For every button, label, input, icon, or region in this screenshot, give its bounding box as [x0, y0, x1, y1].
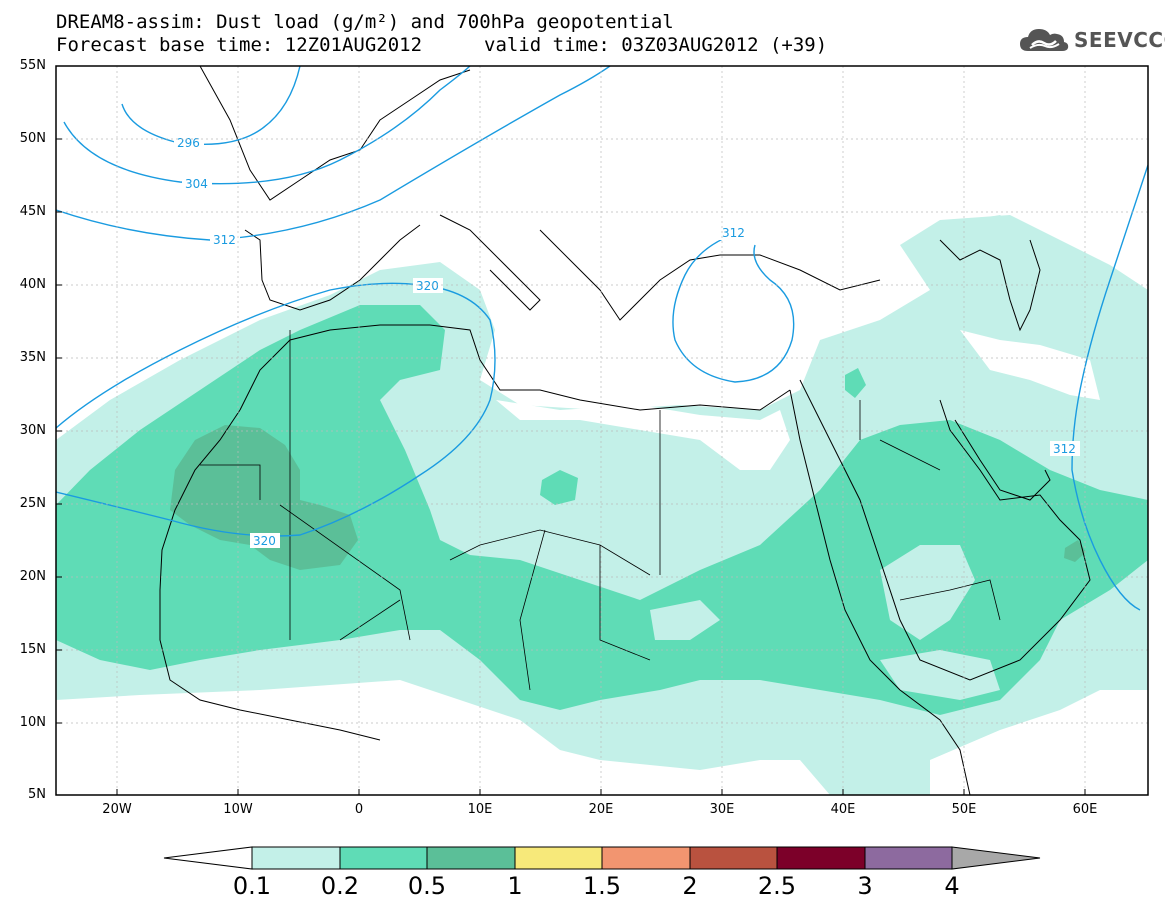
lat-label: 40N	[19, 277, 46, 292]
colorbar-swatch	[251, 846, 341, 870]
colorbar-swatch	[776, 846, 866, 870]
lat-label: 20N	[19, 569, 46, 584]
lon-label: 60E	[1072, 802, 1098, 817]
geopotential-contours	[56, 66, 1148, 611]
dust-gap-2	[960, 330, 1100, 400]
lon-label: 0	[354, 802, 364, 817]
contour-312-east	[1071, 164, 1148, 611]
map-title: DREAM8-assim: Dust load (g/m²) and 700hP…	[56, 11, 674, 33]
colorbar-label: 3	[857, 872, 873, 900]
contour-312-turkey	[672, 231, 795, 383]
dust-blob-iraq	[845, 368, 866, 398]
dust-region-dark	[170, 425, 358, 570]
contour-label-304: 304	[185, 177, 208, 191]
colorbar-label: 2	[682, 872, 698, 900]
coastlines	[159, 66, 1091, 795]
lat-label: 30N	[19, 423, 46, 438]
lon-label: 40E	[830, 802, 856, 817]
colorbar-label: 0.2	[320, 872, 360, 900]
contour-label-320: 320	[416, 279, 439, 293]
forecast-base-time: Forecast base time: 12Z01AUG2012	[56, 34, 423, 56]
lat-label: 45N	[19, 204, 46, 219]
axis-ticks	[56, 65, 1086, 795]
colorbar-label: 4	[944, 872, 960, 900]
lat-label: 50N	[19, 131, 46, 146]
colorbar-swatch	[864, 846, 953, 870]
contour-label-320-sahara: 320	[253, 534, 276, 548]
graticule	[56, 66, 1148, 795]
coast-europe	[199, 66, 471, 201]
lon-label: 30E	[709, 802, 735, 817]
lat-label: 25N	[19, 496, 46, 511]
colorbar-over-triangle	[951, 846, 1041, 870]
coast-balkans-greece	[539, 229, 881, 321]
colorbar-label: 1	[507, 872, 523, 900]
lat-label: 15N	[19, 642, 46, 657]
coast-gulf	[954, 419, 1051, 501]
dust-hole-3	[650, 600, 720, 640]
contour-label-312: 312	[213, 233, 236, 247]
seevccc-logo: SEEVCCC	[1018, 24, 1165, 56]
lat-label: 5N	[28, 787, 46, 802]
borders-middle-east	[859, 400, 1001, 621]
lon-label: 10W	[223, 802, 253, 817]
colorbar-swatch	[601, 846, 691, 870]
dust-gap	[496, 400, 790, 470]
borders-africa	[200, 330, 661, 691]
lon-label: 20E	[588, 802, 614, 817]
valid-time: valid time: 03Z03AUG2012 (+39)	[484, 34, 828, 56]
lat-label: 35N	[19, 350, 46, 365]
contour-296	[121, 66, 301, 145]
coast-north-africa	[239, 324, 791, 411]
colorbar-label: 1.5	[582, 872, 622, 900]
colorbar-swatch	[689, 846, 778, 870]
lat-label: 10N	[19, 715, 46, 730]
dust-hole-1	[880, 545, 975, 640]
contour-304	[63, 66, 471, 185]
dust-gap-east	[930, 690, 1148, 795]
coast-italy	[439, 214, 541, 311]
colorbar-swatch	[514, 846, 603, 870]
colorbar-under-triangle	[163, 846, 253, 870]
lat-label: 55N	[19, 58, 46, 73]
dust-blob-libya	[540, 470, 578, 505]
lon-label: 10E	[467, 802, 493, 817]
contour-312-west	[56, 66, 611, 241]
dust-hole-2	[880, 650, 1000, 700]
coast-arabia	[799, 379, 1091, 681]
dust-region-light-north	[900, 215, 1148, 470]
contour-label-312-east: 312	[1053, 442, 1076, 456]
coast-iberia	[244, 224, 421, 311]
cloud-icon	[1020, 29, 1069, 51]
dust-shading	[56, 215, 1148, 795]
colorbar	[163, 846, 1041, 870]
contour-320	[56, 282, 496, 537]
lon-label: 20W	[102, 802, 132, 817]
contour-label-296: 296	[177, 136, 200, 150]
colorbar-label: 2.5	[757, 872, 797, 900]
coast-red-sea	[789, 389, 971, 795]
colorbar-swatch	[426, 846, 516, 870]
coast-west-africa	[159, 409, 381, 741]
logo-text: SEEVCCC	[1074, 28, 1165, 52]
lon-label: 50E	[951, 802, 977, 817]
contour-label-312-turkey: 312	[722, 226, 745, 240]
colorbar-label: 0.5	[407, 872, 447, 900]
coast-caspian	[939, 239, 1041, 332]
dust-region-dark-oman	[1064, 540, 1086, 562]
dust-region-medium	[56, 305, 1148, 715]
dust-gap-africa-south	[56, 680, 830, 795]
colorbar-swatch	[339, 846, 428, 870]
colorbar-label: 0.1	[232, 872, 272, 900]
